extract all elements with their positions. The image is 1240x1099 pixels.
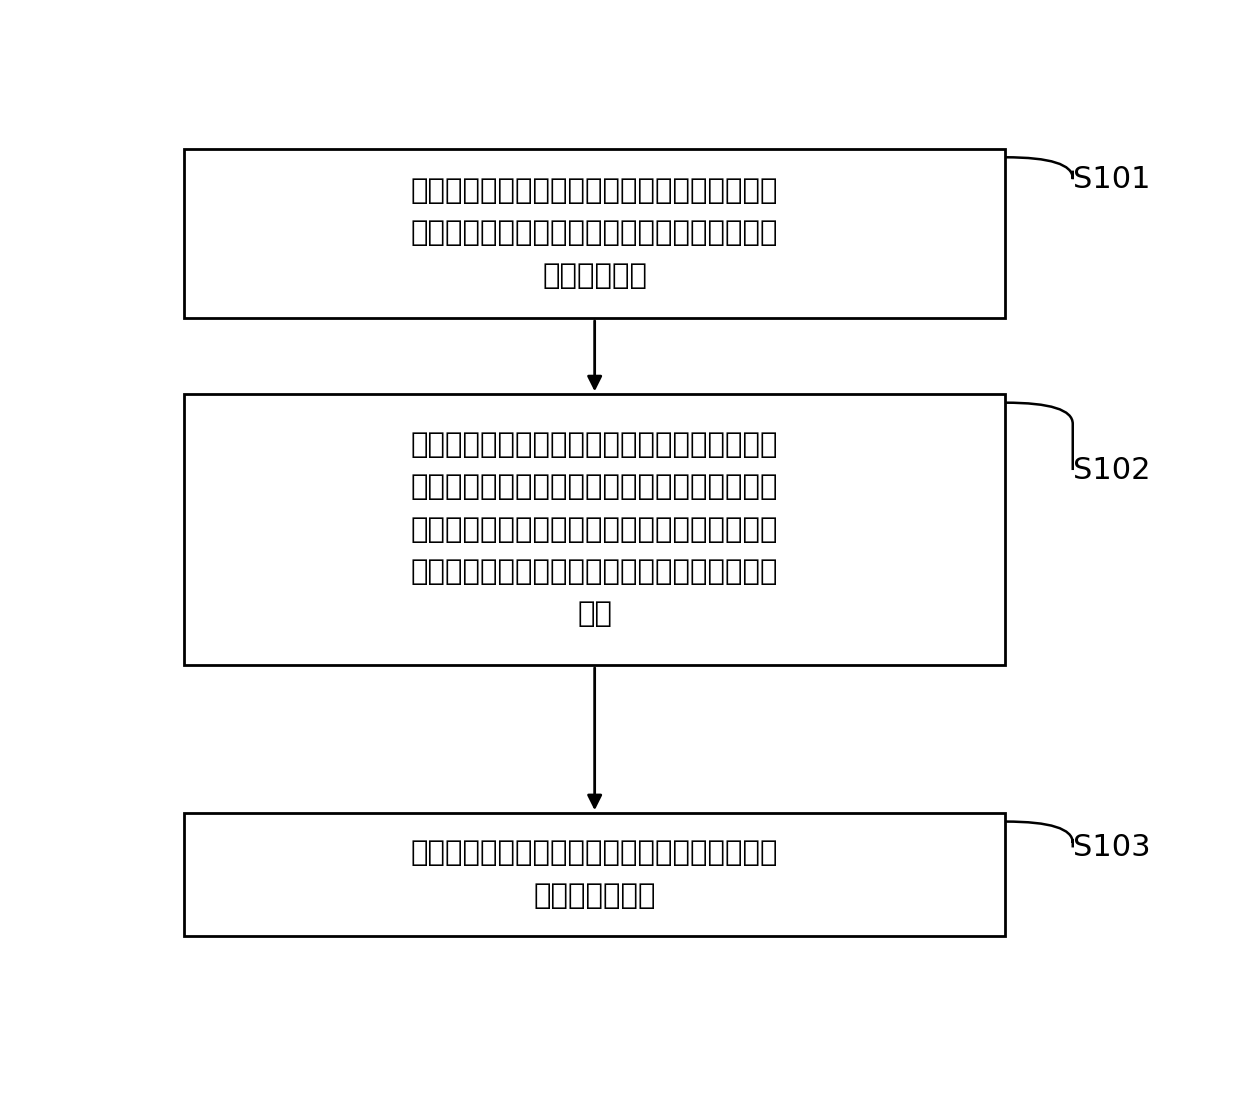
Bar [184, 148, 1006, 318]
Text: S103: S103 [1073, 833, 1151, 862]
Text: 根据该组分百分含量通过预先设定的命名方法对
沉积物进行定名: 根据该组分百分含量通过预先设定的命名方法对 沉积物进行定名 [410, 840, 779, 910]
Text: S102: S102 [1073, 455, 1151, 485]
Text: S101: S101 [1073, 165, 1151, 193]
Bar [184, 395, 1006, 665]
Text: 根据该沉积物粒度数据通过算法模型计算得到沉
积物的粒度参数数据和组分百分含量；该算法模
型使用的算法为图解法或矩法；该粒度参数数据
包括平均粒径、分选系数、偏态: 根据该沉积物粒度数据通过算法模型计算得到沉 积物的粒度参数数据和组分百分含量；该… [410, 431, 779, 629]
Text: 获取待处理的沉积物粒度数据和站位数据；该沉
积物粒度数据包括：粒径值；该站位数据包括：
站点位置信息: 获取待处理的沉积物粒度数据和站位数据；该沉 积物粒度数据包括：粒径值；该站位数据… [410, 177, 779, 290]
Bar [184, 813, 1006, 936]
